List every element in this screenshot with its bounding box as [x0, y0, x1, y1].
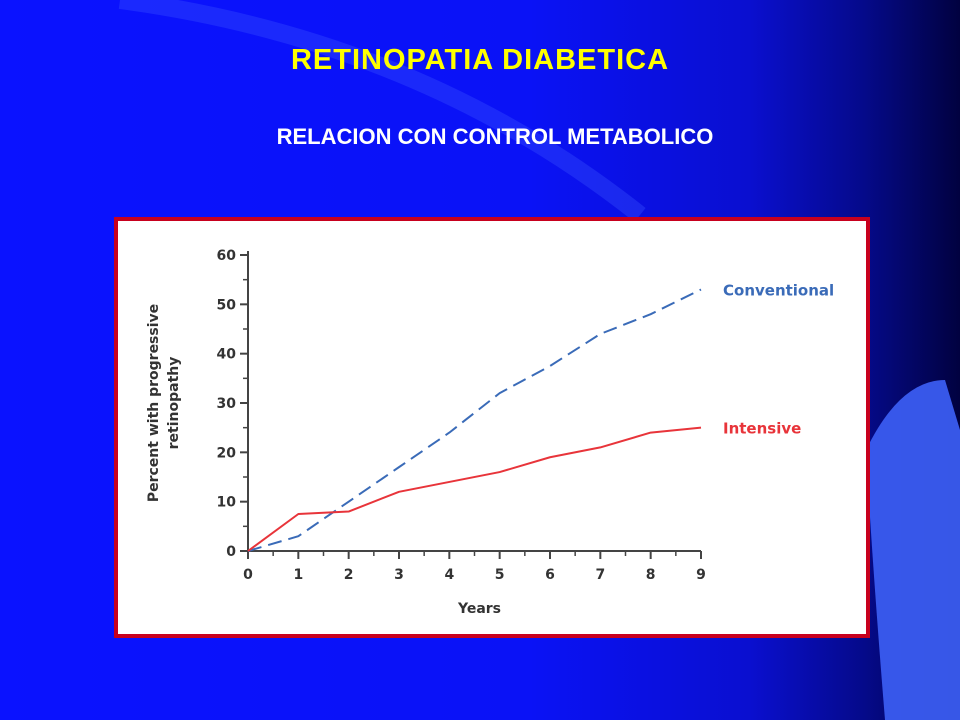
x-tick-label: 1	[293, 567, 303, 583]
chart-labels: Years Percent with progressive retinopathy…	[146, 282, 834, 617]
x-tick-label: 0	[243, 567, 253, 583]
chart-ticks: 0 10 20 30 40 50 60 0 1 2 3 4 5 6 7 8 9	[217, 248, 706, 583]
series-label-conventional: Conventional	[723, 282, 834, 300]
y-tick-label: 20	[217, 445, 237, 461]
x-tick-label: 3	[394, 567, 404, 583]
y-tick-label: 0	[226, 544, 236, 560]
x-tick-label: 5	[495, 567, 505, 583]
x-tick-label: 8	[646, 567, 656, 583]
y-tick-label: 60	[217, 248, 237, 264]
x-tick-label: 4	[444, 567, 454, 583]
x-tick-label: 6	[545, 567, 555, 583]
chart-axes	[247, 251, 701, 552]
chart-series	[247, 288, 702, 552]
slide-subtitle: RELACION CON CONTROL METABOLICO	[276, 124, 714, 149]
x-tick-label: 2	[344, 567, 354, 583]
series-label-intensive: Intensive	[723, 420, 801, 438]
chart-frame: 0 10 20 30 40 50 60 0 1 2 3 4 5 6 7 8 9 Years Percent wit…	[114, 217, 870, 638]
x-axis-title: Years	[457, 601, 501, 617]
x-tick-label: 9	[696, 567, 706, 583]
y-axis-title: Percent with progressive retinopathy	[146, 304, 182, 502]
series-line-conventional	[247, 288, 702, 552]
y-tick-label: 10	[217, 495, 237, 511]
y-tick-label: 50	[217, 297, 237, 313]
slide-title: RETINOPATIA DIABETICA	[290, 44, 670, 76]
y-tick-label: 30	[217, 396, 237, 412]
x-tick-label: 7	[595, 567, 605, 583]
retinopathy-chart: 0 10 20 30 40 50 60 0 1 2 3 4 5 6 7 8 9 Years Percent wit…	[146, 248, 834, 617]
y-tick-label: 40	[217, 347, 237, 363]
series-line-intensive	[247, 426, 702, 552]
